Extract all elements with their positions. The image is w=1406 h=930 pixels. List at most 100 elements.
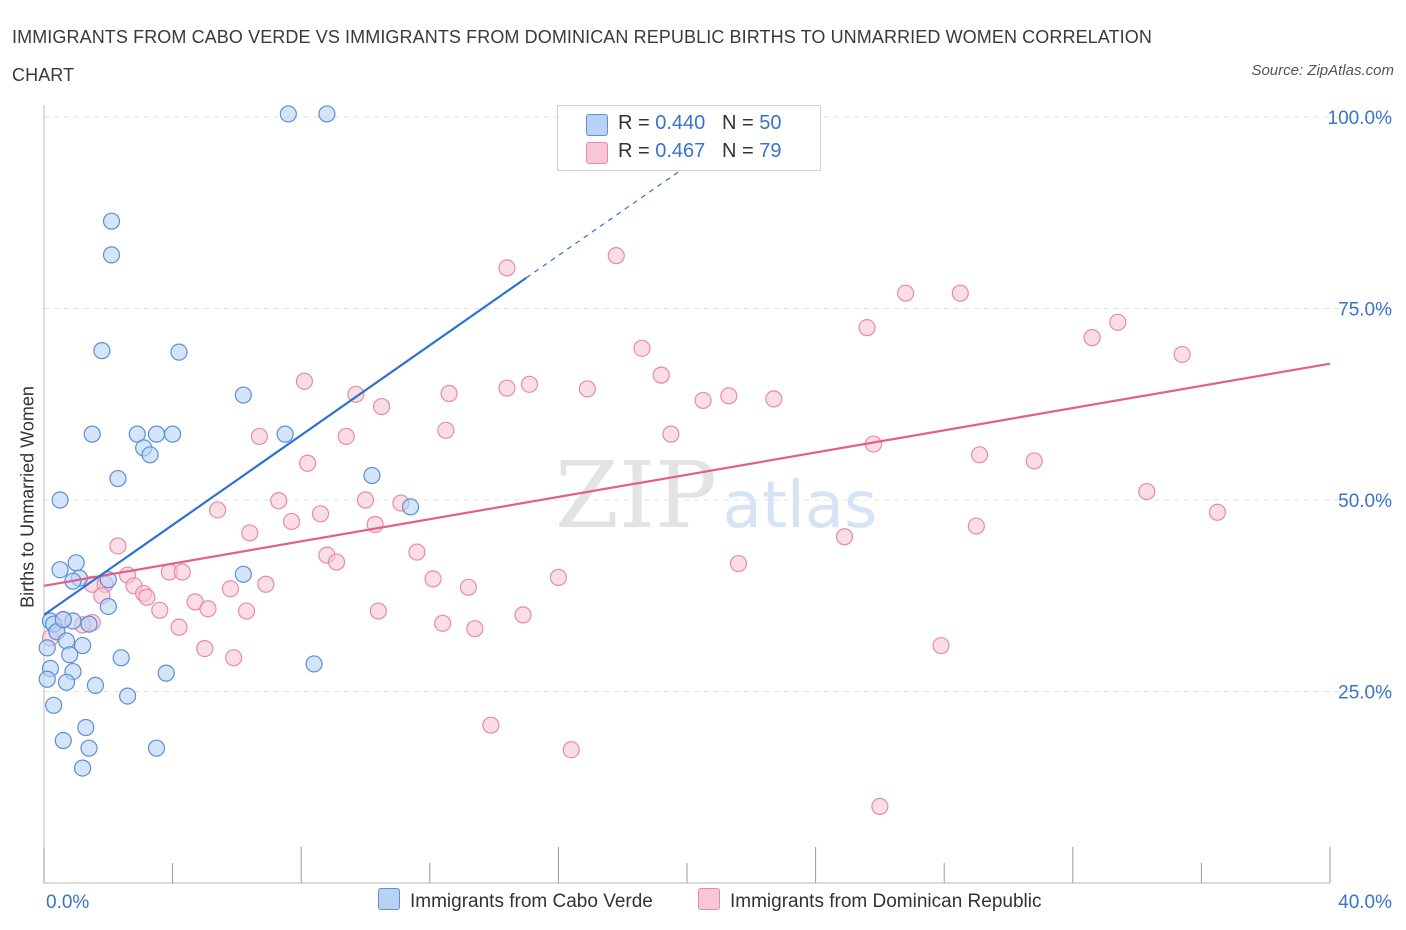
legend-box: R = 0.440 N = 50 R = 0.467 N = 79 xyxy=(557,105,821,171)
pink-point xyxy=(372,397,391,416)
pink-point xyxy=(549,568,568,586)
pink-point xyxy=(967,517,985,535)
pink-point xyxy=(520,375,539,393)
pink-point xyxy=(225,649,243,667)
pink-point xyxy=(694,391,712,410)
blue-point xyxy=(86,676,105,694)
pink-point xyxy=(434,614,452,632)
pink-point xyxy=(858,319,876,337)
blue-point xyxy=(73,636,92,655)
pink-point xyxy=(295,372,314,390)
pink-point xyxy=(437,421,455,439)
blue-point xyxy=(118,687,137,705)
pink-point xyxy=(1208,503,1227,521)
pink-point xyxy=(1109,313,1127,331)
blue-point xyxy=(102,246,121,264)
blue-point xyxy=(401,498,420,516)
pink-point xyxy=(237,602,256,620)
pink-point xyxy=(1083,329,1101,347)
blue-point xyxy=(54,731,72,750)
legend-swatch-blue xyxy=(586,114,608,136)
pink-point xyxy=(562,741,580,759)
pink-point xyxy=(250,427,269,446)
blue-point xyxy=(279,105,297,123)
legend-r-label: R = xyxy=(618,112,656,134)
pink-trendline xyxy=(43,362,1331,587)
pink-point xyxy=(408,543,426,561)
pink-point xyxy=(241,524,259,542)
blue-point xyxy=(77,718,95,737)
pink-point xyxy=(897,284,915,302)
blue-point xyxy=(170,343,188,361)
blue-point xyxy=(128,425,146,443)
blue-series-points xyxy=(38,105,420,777)
pink-point xyxy=(424,570,442,588)
source-label: Source: ZipAtlas.com xyxy=(1251,62,1394,79)
blue-point xyxy=(99,597,117,616)
blue-point xyxy=(157,664,175,682)
blue-point xyxy=(109,469,127,488)
blue-point xyxy=(93,342,111,360)
pink-point xyxy=(311,505,330,523)
blue-point xyxy=(51,561,69,579)
pink-point xyxy=(514,606,532,624)
pink-point xyxy=(951,284,969,302)
blue-point xyxy=(147,425,166,443)
chart-title: IMMIGRANTS FROM CABO VERDE VS IMMIGRANTS… xyxy=(12,27,1152,85)
pink-point xyxy=(1138,482,1156,501)
blue-point xyxy=(51,491,69,509)
blue-point xyxy=(147,739,166,757)
tick-labels: 25.0% 50.0% 75.0% 100.0% 0.0% 40.0% xyxy=(46,108,1392,913)
watermark-atlas: atlas xyxy=(723,469,878,543)
pink-point xyxy=(221,580,240,598)
bottom-legend-label: Immigrants from Cabo Verde xyxy=(410,891,653,912)
legend-r-label: R = xyxy=(618,140,656,162)
blue-point xyxy=(305,655,323,673)
pink-point xyxy=(356,491,375,509)
blue-point xyxy=(234,386,252,404)
pink-point xyxy=(440,384,458,403)
legend-swatch-pink xyxy=(586,142,608,164)
pink-point xyxy=(327,553,346,571)
pink-point xyxy=(170,618,188,636)
legend-n-value: 79 xyxy=(759,140,782,162)
blue-point xyxy=(276,425,294,443)
blue-trendline xyxy=(43,276,527,616)
pink-point xyxy=(199,600,217,618)
bottom-legend-item-pink: Immigrants from Dominican Republic xyxy=(698,888,1042,913)
blue-point xyxy=(80,739,98,757)
pink-point xyxy=(151,601,169,619)
x-tick-label-max: 40.0% xyxy=(1338,892,1392,913)
y-axis-label: Births to Unmarried Women xyxy=(17,386,38,608)
pink-point xyxy=(138,588,156,606)
blue-point xyxy=(164,425,182,443)
blue-point xyxy=(38,639,56,657)
blue-point xyxy=(141,446,159,464)
pink-point xyxy=(662,425,680,443)
y-tick-label: 50.0% xyxy=(1338,491,1392,512)
bottom-legend-item-blue: Immigrants from Cabo Verde xyxy=(378,888,653,913)
blue-point xyxy=(57,673,76,691)
pink-point xyxy=(607,247,625,265)
legend-n-label: N = xyxy=(721,112,760,134)
pink-point xyxy=(196,640,214,658)
pink-point xyxy=(765,390,783,408)
blue-point xyxy=(363,466,381,485)
blue-point xyxy=(318,105,336,123)
pink-point xyxy=(835,528,854,546)
blue-point xyxy=(54,610,72,629)
pink-point xyxy=(729,554,748,573)
blue-point xyxy=(112,649,130,667)
pink-point xyxy=(871,797,889,816)
blue-point xyxy=(80,615,98,633)
pink-point xyxy=(459,578,477,596)
pink-point xyxy=(270,492,288,510)
watermark-zip: ZIP xyxy=(555,442,717,549)
pink-point xyxy=(369,602,387,620)
pink-point xyxy=(1173,345,1191,364)
blue-point xyxy=(102,212,121,230)
blue-point xyxy=(61,646,79,664)
pink-point xyxy=(578,380,596,398)
y-tick-label: 75.0% xyxy=(1338,300,1392,321)
